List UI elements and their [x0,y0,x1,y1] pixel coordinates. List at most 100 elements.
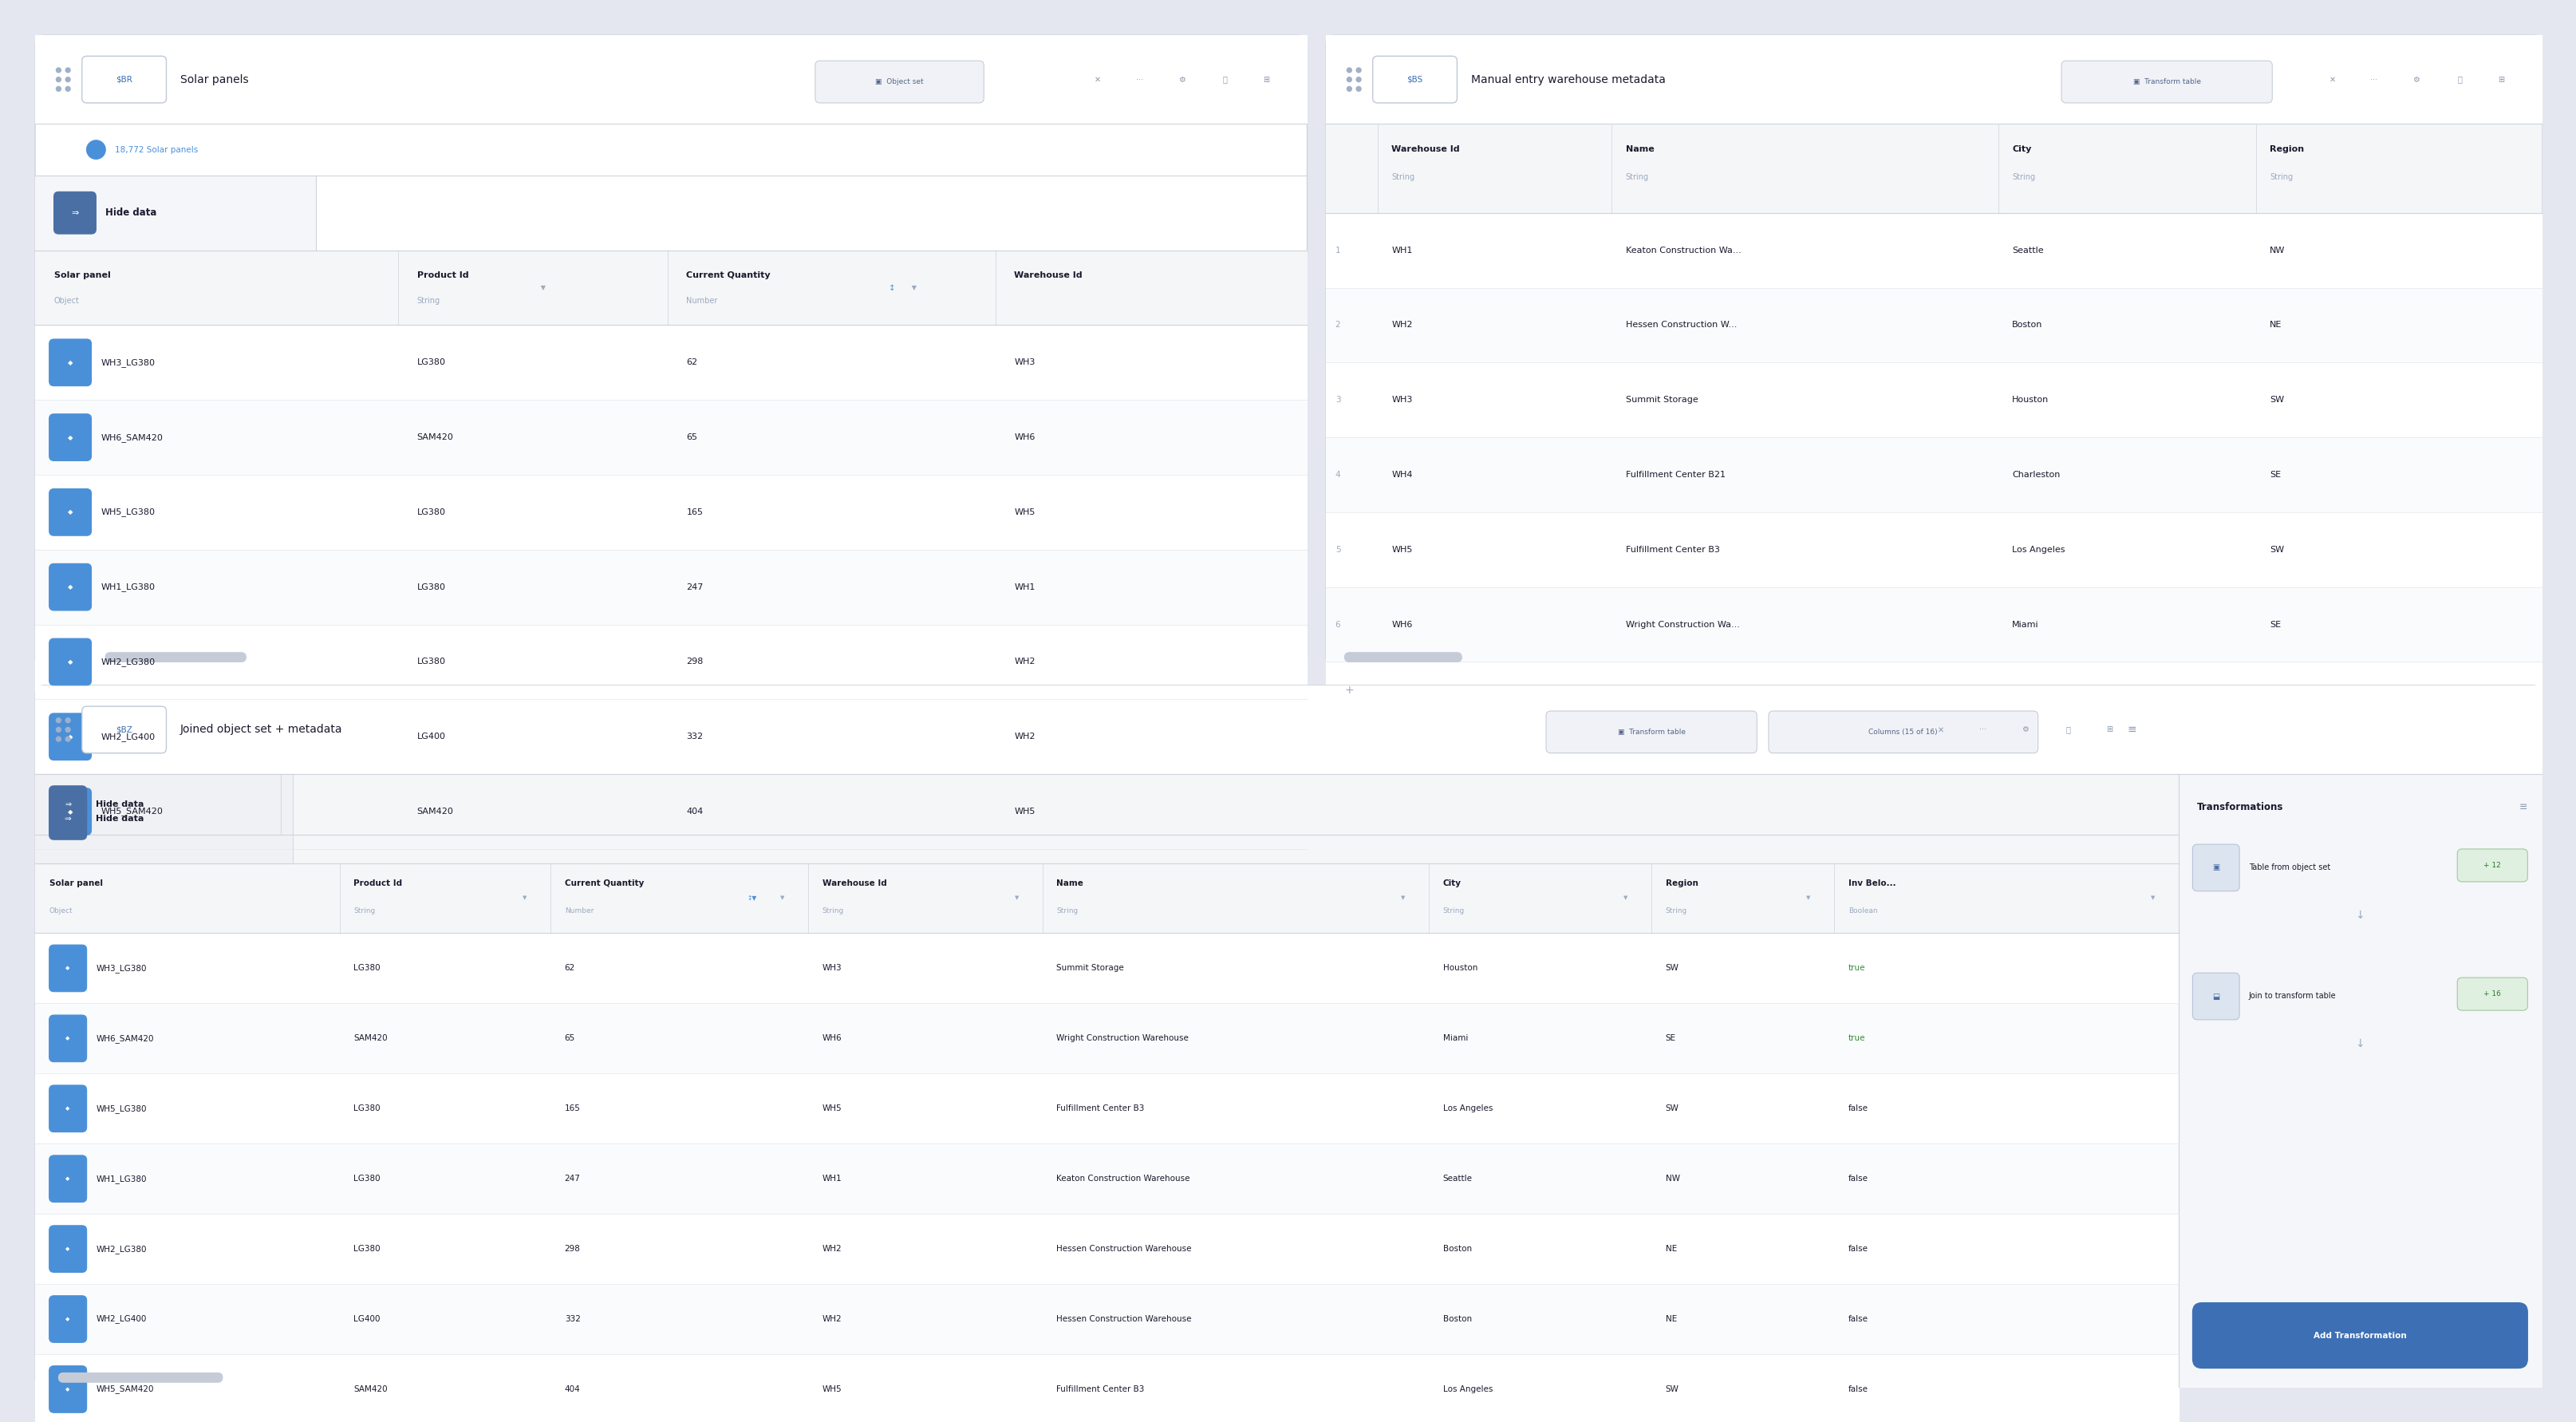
Text: WH2: WH2 [822,1315,842,1322]
Text: $BR: $BR [116,75,131,84]
Text: WH5: WH5 [1015,508,1036,516]
Text: Hessen Construction W...: Hessen Construction W... [1625,321,1736,328]
FancyBboxPatch shape [49,1155,88,1202]
Text: Wright Construction Warehouse: Wright Construction Warehouse [1056,1034,1188,1042]
Text: String: String [822,907,845,914]
Text: SAM420: SAM420 [353,1034,386,1042]
Text: Los Angeles: Los Angeles [1443,1105,1492,1112]
Circle shape [1355,68,1360,73]
Text: ⇒: ⇒ [72,209,80,216]
Bar [36,326,1306,400]
FancyBboxPatch shape [49,1085,88,1132]
Text: Hide data: Hide data [95,801,144,809]
Text: ▣: ▣ [2213,863,2218,872]
Text: LG380: LG380 [417,658,446,665]
Text: ◆: ◆ [67,1106,70,1111]
FancyBboxPatch shape [36,36,1306,667]
Bar [36,550,1306,624]
Text: Object: Object [49,907,72,914]
FancyBboxPatch shape [49,944,88,991]
Text: Hide data: Hide data [106,208,157,218]
Text: Fulfillment Center B3: Fulfillment Center B3 [1056,1105,1144,1112]
Bar [36,1004,2177,1074]
Text: Region: Region [2269,145,2303,154]
Text: true: true [1847,1034,1865,1042]
FancyBboxPatch shape [106,653,245,661]
Text: Summit Storage: Summit Storage [1625,395,1698,404]
Text: ↕: ↕ [886,283,894,292]
Bar [36,774,1306,849]
Text: NE: NE [1664,1315,1677,1322]
Text: ▣  Transform table: ▣ Transform table [2133,78,2200,85]
Text: Hessen Construction Warehouse: Hessen Construction Warehouse [1056,1315,1190,1322]
FancyBboxPatch shape [82,707,167,754]
Text: ···: ··· [1978,725,1986,734]
Circle shape [1355,77,1360,82]
Text: WH3: WH3 [1015,358,1036,367]
Text: Current Quantity: Current Quantity [564,879,644,887]
Text: WH2_LG400: WH2_LG400 [100,732,155,741]
Text: ▼: ▼ [1623,896,1628,900]
FancyBboxPatch shape [49,1015,88,1062]
Text: ⊞: ⊞ [2496,75,2504,84]
Circle shape [57,68,62,73]
Bar [36,624,1306,700]
Text: ▼: ▼ [781,896,786,900]
Text: Los Angeles: Los Angeles [1443,1385,1492,1394]
Text: WH3_LG380: WH3_LG380 [95,964,147,973]
Text: 404: 404 [564,1385,580,1394]
FancyBboxPatch shape [2192,973,2239,1020]
Text: LG380: LG380 [417,358,446,367]
Text: :  [2066,725,2071,734]
Text: Manual entry warehouse metadata: Manual entry warehouse metadata [1471,74,1664,85]
Text: ◆: ◆ [67,1176,70,1182]
Text: WH3: WH3 [822,964,842,973]
Text: Los Angeles: Los Angeles [2012,546,2063,553]
Text: NE: NE [1664,1244,1677,1253]
Bar [36,835,2177,859]
Text: Miami: Miami [2012,620,2038,629]
Bar [36,774,2177,849]
Text: WH1: WH1 [1015,583,1036,592]
Text: WH1_LG380: WH1_LG380 [95,1175,147,1183]
Text: 404: 404 [685,808,703,816]
Text: WH5_SAM420: WH5_SAM420 [95,1385,155,1394]
Bar [36,1074,2177,1143]
FancyBboxPatch shape [2458,978,2527,1011]
Bar [1327,287,2540,363]
Text: Joined object set + metadata: Joined object set + metadata [180,724,343,735]
Text: Solar panel: Solar panel [49,879,103,887]
Text: ⇒: ⇒ [64,815,72,822]
Text: ⊞: ⊞ [1262,75,1270,84]
Text: LG400: LG400 [353,1315,381,1322]
Text: String: String [1391,173,1414,181]
Text: WH5_SAM420: WH5_SAM420 [100,808,162,816]
Text: false: false [1847,1105,1868,1112]
Text: Inv Belo...: Inv Belo... [1847,879,1896,887]
Text: SAM420: SAM420 [417,434,453,441]
Bar [36,1143,2177,1214]
Text: 65: 65 [685,434,698,441]
FancyBboxPatch shape [1373,55,1455,102]
Text: WH6: WH6 [1015,434,1036,441]
Text: LG400: LG400 [417,732,446,741]
Text: SW: SW [1664,1105,1680,1112]
Text: ⇒: ⇒ [64,801,72,809]
Text: Boston: Boston [1443,1315,1471,1322]
Text: 247: 247 [564,1175,580,1183]
Bar [1327,661,2540,718]
Bar [36,700,1306,774]
Text: City: City [1443,879,1461,887]
Text: Keaton Construction Warehouse: Keaton Construction Warehouse [1056,1175,1190,1183]
Bar [36,774,2177,863]
Text: Name: Name [1056,879,1082,887]
Text: ↓: ↓ [2354,910,2365,921]
Bar [1327,363,2540,438]
Text: String: String [353,907,376,914]
Text: 62: 62 [564,964,574,973]
Text: SAM420: SAM420 [353,1385,386,1394]
Circle shape [64,737,70,741]
Text: ◆: ◆ [67,734,72,741]
Text: ▣  Object set: ▣ Object set [876,78,922,85]
Text: ◆: ◆ [67,509,72,516]
